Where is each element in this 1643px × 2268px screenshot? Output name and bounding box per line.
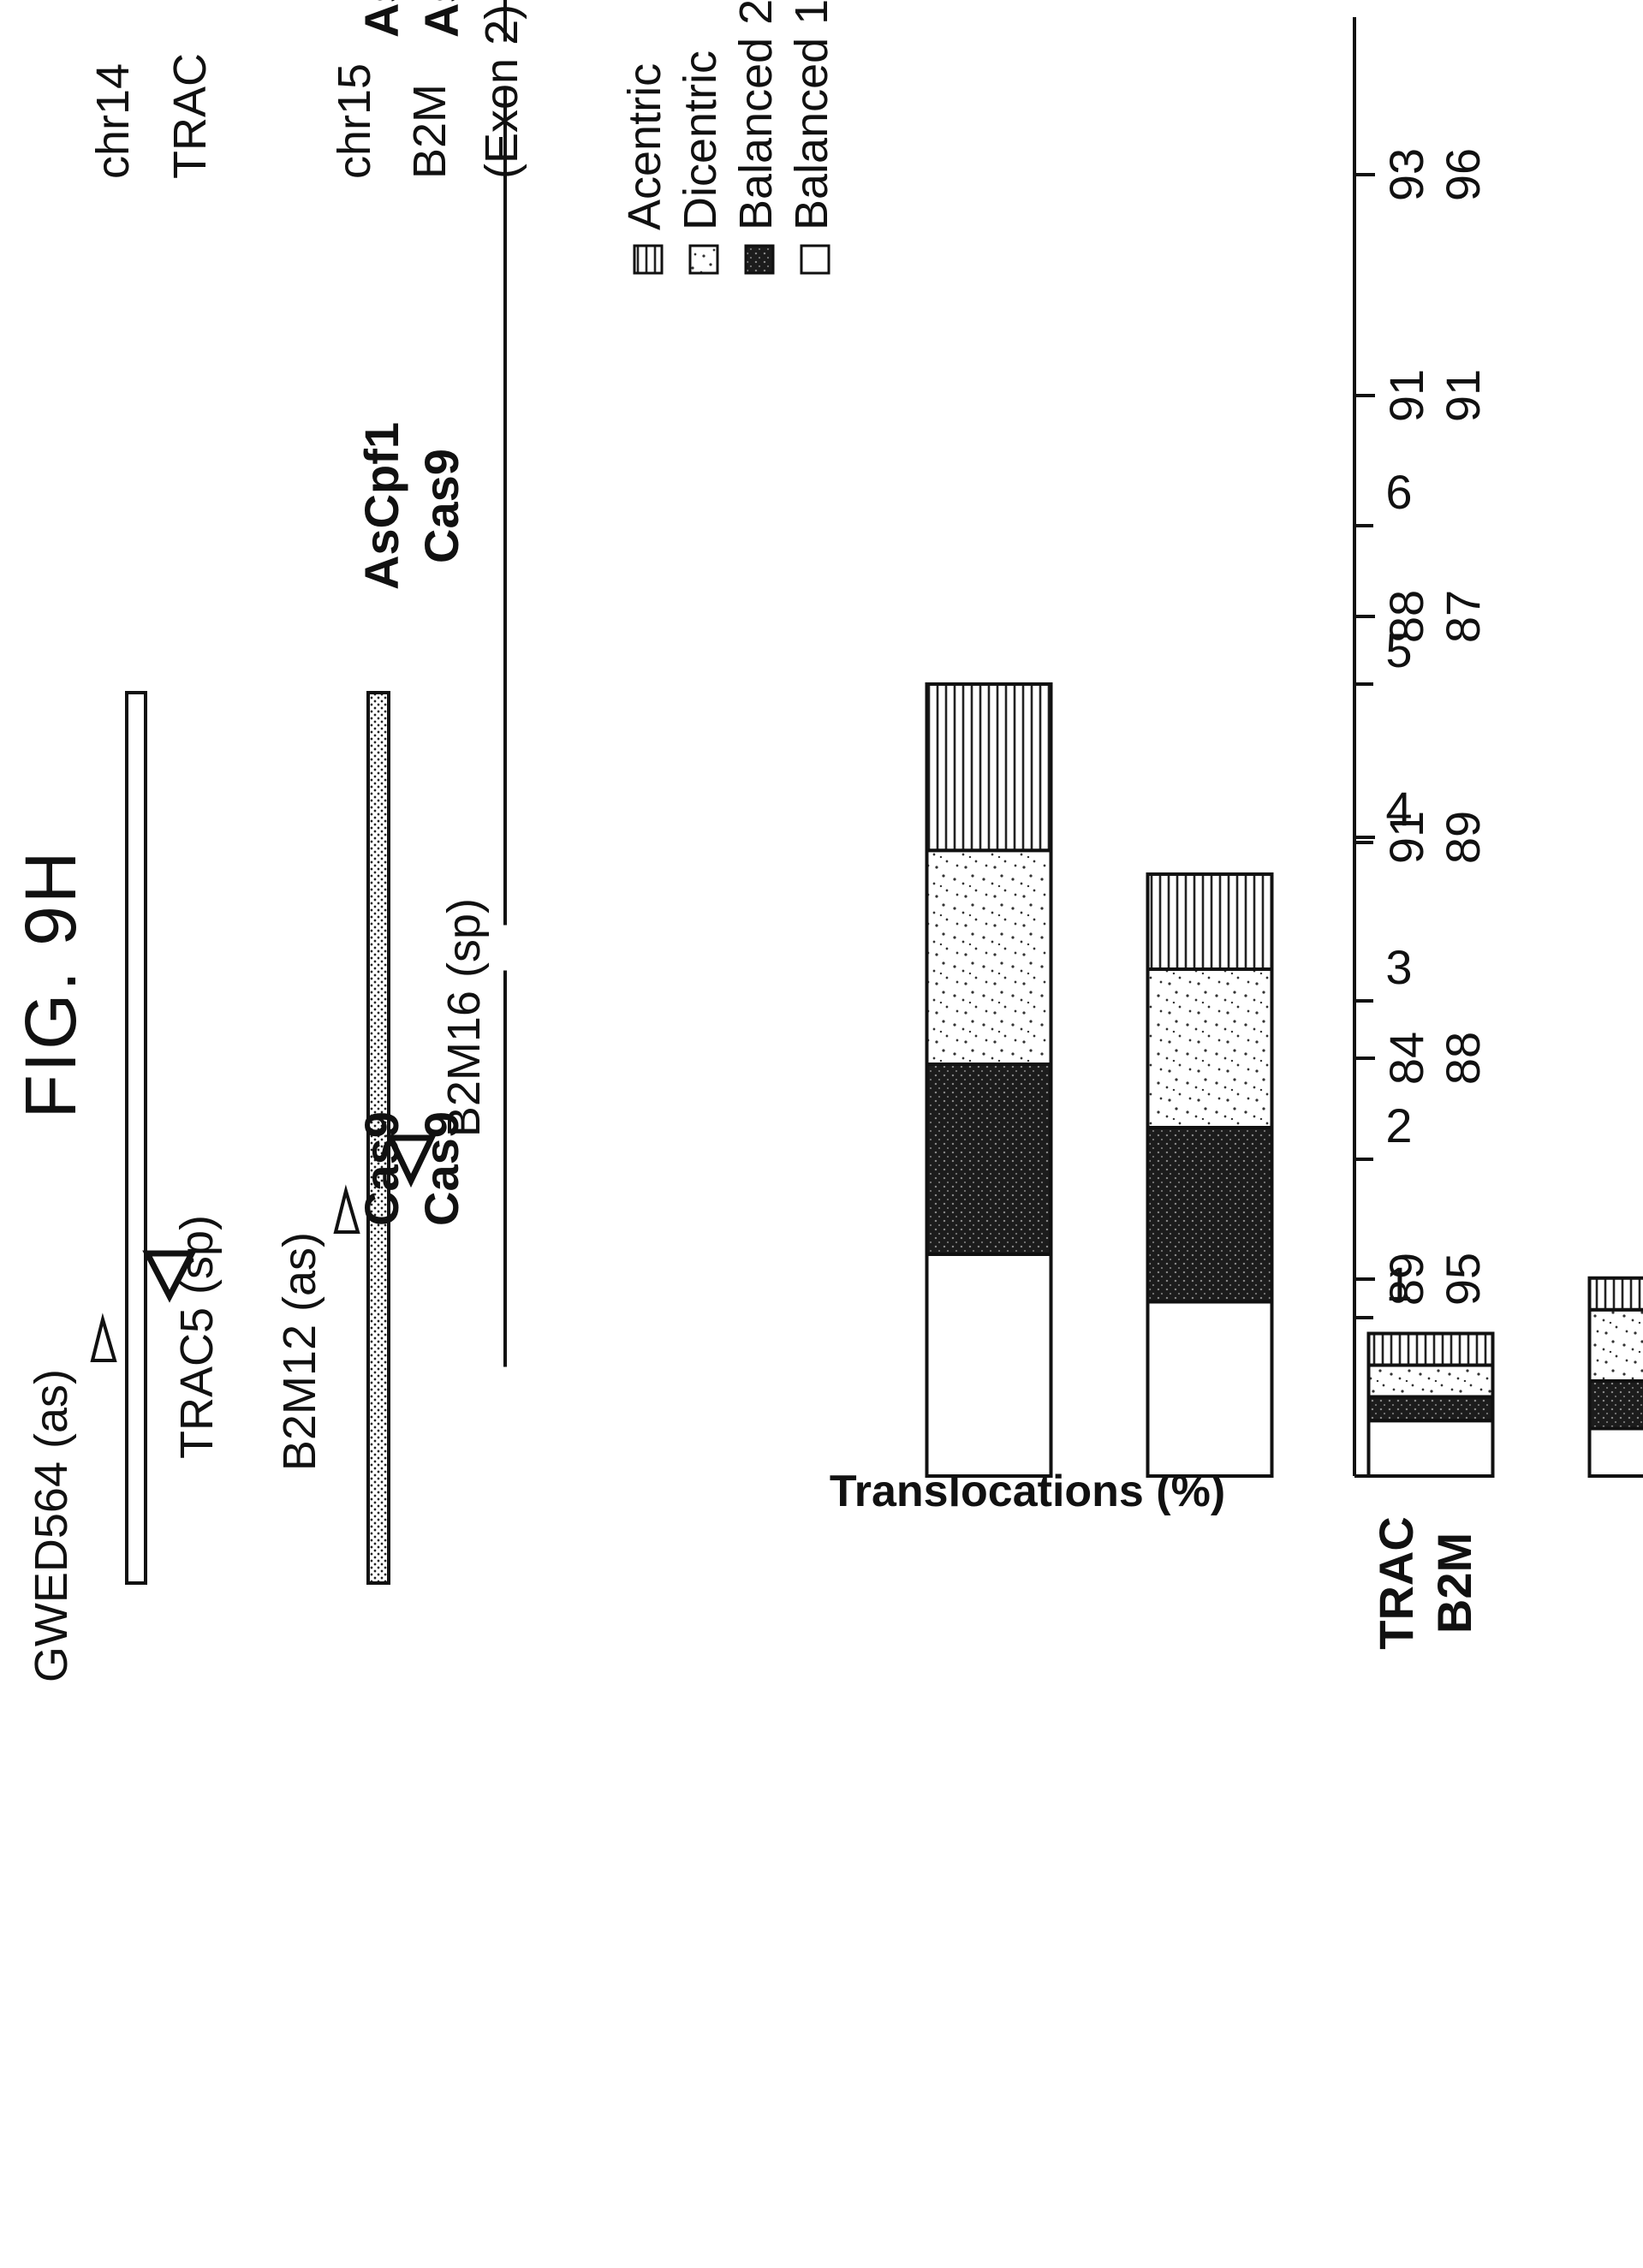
bar-segment bbox=[1366, 1419, 1495, 1478]
legend-label: Dicentric bbox=[675, 51, 726, 230]
bar-segment bbox=[1146, 967, 1274, 1129]
guide-sp-arrow-icon bbox=[142, 1250, 197, 1303]
x-tick-label-trac: 91 bbox=[1379, 369, 1433, 422]
chr14-bar bbox=[125, 691, 147, 1585]
row-label-b2m: B2M bbox=[1427, 1533, 1481, 1634]
x-tick-label-trac: 93 bbox=[1379, 148, 1433, 201]
x-tick-label-b2m: 88 bbox=[1436, 1032, 1490, 1085]
chr14-diagram: chr14 TRAC GWED564 (as) TRAC5 (sp) bbox=[26, 53, 223, 1682]
legend-swatch bbox=[688, 244, 719, 275]
legend-swatch bbox=[744, 244, 775, 275]
x-tick-label-trac: 84 bbox=[1379, 1032, 1433, 1085]
bar-segment bbox=[1587, 1307, 1643, 1383]
gwed564-label: GWED564 (as) bbox=[26, 1369, 77, 1682]
bar-segment bbox=[1366, 1395, 1495, 1423]
b2m12-label: B2M12 (as) bbox=[274, 1232, 325, 1471]
guide-sp-arrow-icon bbox=[385, 1134, 437, 1188]
legend-label: Acentric bbox=[619, 63, 670, 230]
group-label: AsCpf1 bbox=[354, 422, 408, 590]
y-tick-label: 4 bbox=[1385, 782, 1412, 836]
chr15-label: chr15 bbox=[329, 63, 380, 179]
x-tick-label-b2m: 95 bbox=[1436, 1253, 1490, 1306]
b2m-exon-label: (Exon 2) bbox=[476, 4, 527, 179]
group-label: Cas9 bbox=[414, 449, 468, 563]
y-tick-label: 5 bbox=[1385, 623, 1412, 677]
bar-segment bbox=[925, 848, 1053, 1066]
legend-label: Balanced 2 bbox=[730, 0, 782, 230]
bar-segment bbox=[1366, 1363, 1495, 1399]
bar-segment bbox=[925, 1063, 1053, 1256]
y-tick-label: 6 bbox=[1385, 465, 1412, 519]
bar-segment bbox=[925, 1253, 1053, 1478]
group-label: AsCpf1 bbox=[414, 0, 468, 38]
b2m-gene-label: B2M bbox=[404, 84, 455, 179]
y-tick-label: 3 bbox=[1385, 940, 1412, 994]
group-label: Cas9 bbox=[354, 1111, 408, 1226]
x-tick-label-b2m: 96 bbox=[1436, 148, 1490, 201]
bar-segment bbox=[1146, 872, 1274, 971]
bar-segment bbox=[925, 682, 1053, 853]
translocation-chart: Translocations (%) TRAC B2M 012345689958… bbox=[354, 0, 1643, 1650]
bar-segment bbox=[1146, 1126, 1274, 1304]
legend-swatch bbox=[800, 244, 830, 275]
b2m16-label: B2M16 (sp) bbox=[438, 898, 490, 1137]
x-tick-label-b2m: 91 bbox=[1436, 369, 1490, 422]
trac-gene-label: TRAC bbox=[164, 53, 216, 179]
bar-segment bbox=[1146, 1300, 1274, 1478]
bar-segment bbox=[1587, 1426, 1643, 1478]
bar-segment bbox=[1366, 1331, 1495, 1367]
x-tick-label-trac: 88 bbox=[1379, 590, 1433, 643]
group-label: Cas9 bbox=[414, 1111, 468, 1226]
trac5-label: TRAC5 (sp) bbox=[171, 1215, 223, 1459]
chr15-diagram: chr15 B2M (Exon 2) B2M12 (as) B2M16 (sp) bbox=[274, 4, 527, 1585]
figure-title: FIG. 9H bbox=[10, 848, 91, 1118]
bar-segment bbox=[1587, 1379, 1643, 1431]
chr14-label: chr14 bbox=[87, 63, 139, 179]
guide-as-arrow-icon bbox=[90, 1313, 117, 1362]
y-tick-label: 1 bbox=[1385, 1257, 1412, 1311]
group-label: AsCpf1 bbox=[354, 0, 408, 38]
y-tick-label: 2 bbox=[1385, 1098, 1412, 1152]
legend-swatch bbox=[633, 244, 664, 275]
x-tick-label-b2m: 87 bbox=[1436, 590, 1490, 643]
bar-segment bbox=[1587, 1276, 1643, 1312]
x-tick-label-trac: 89 bbox=[1379, 1253, 1433, 1306]
legend-label: Balanced 1 bbox=[786, 0, 837, 230]
x-tick-label-b2m: 89 bbox=[1436, 811, 1490, 864]
row-label-trac: TRAC bbox=[1369, 1516, 1423, 1650]
guide-as-arrow-icon bbox=[333, 1184, 360, 1234]
x-tick-label-trac: 91 bbox=[1379, 811, 1433, 864]
